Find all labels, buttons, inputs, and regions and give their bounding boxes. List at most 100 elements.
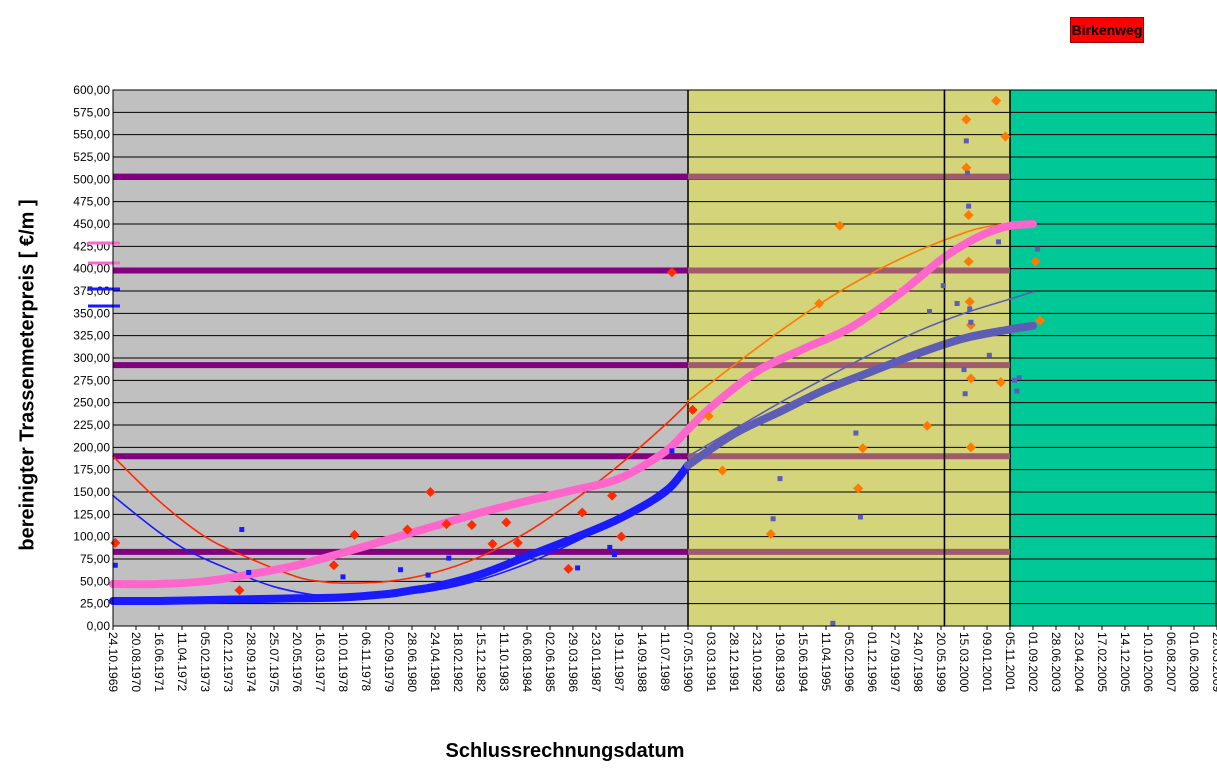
y-tick-12: 300,00 (73, 351, 110, 365)
series-line-10 (684, 321, 1037, 470)
point-s3-0 (770, 516, 776, 522)
x-tick-13: 28.06.1980 (405, 632, 419, 692)
y-tick-0: 0,00 (87, 619, 111, 633)
series-lines (109, 89, 1037, 627)
point-s1-15 (965, 442, 976, 453)
x-tick-31: 11.04.1995 (819, 632, 833, 691)
point-s3-2 (830, 620, 836, 626)
point-s1-16 (991, 95, 1002, 106)
point-s2-8 (575, 565, 581, 571)
x-tick-3: 11.04.1972 (175, 632, 189, 691)
plot-frame (112, 89, 1217, 627)
series-points (110, 95, 1045, 626)
point-s3-4 (858, 514, 863, 520)
x-tick-32: 05.02.1996 (842, 632, 856, 692)
point-s1-3 (814, 298, 825, 309)
point-s0-5 (425, 487, 436, 497)
x-tick-48: 28.03.2009 (1210, 632, 1217, 692)
point-s3-1 (777, 476, 783, 482)
y-tick-14: 350,00 (73, 306, 110, 320)
y-tick-1: 25,00 (80, 597, 110, 611)
point-s2-5 (425, 572, 431, 578)
y-axis-label: bereinigter Trassenmeterpreis [ €/m ] (16, 199, 39, 551)
point-s3-20 (1035, 246, 1041, 252)
point-s2-2 (246, 569, 252, 575)
x-tick-11: 06.11.1978 (359, 632, 373, 691)
point-s0-9 (501, 517, 512, 528)
point-s1-1 (717, 465, 728, 476)
y-tick-11: 275,00 (73, 373, 110, 387)
x-tick-16: 15.12.1982 (474, 632, 488, 692)
x-tick-28: 23.10.1992 (750, 632, 764, 692)
x-tick-45: 10.10.2006 (1141, 632, 1155, 692)
point-s3-16 (996, 239, 1001, 245)
point-s3-3 (853, 430, 859, 436)
x-tick-8: 20.05.1976 (290, 632, 304, 692)
x-tick-41: 28.06.2003 (1049, 632, 1063, 692)
y-tick-10: 250,00 (73, 396, 110, 410)
x-tick-1: 20.08.1970 (129, 632, 143, 692)
point-s2-4 (398, 567, 403, 573)
point-s0-11 (563, 563, 574, 574)
point-s3-17 (1012, 377, 1018, 383)
x-tick-21: 23.01.1987 (589, 632, 603, 692)
y-tick-6: 150,00 (73, 485, 110, 499)
x-tick-24: 11.07.1989 (658, 632, 672, 691)
point-s3-6 (940, 283, 946, 289)
point-s1-5 (853, 483, 864, 494)
x-tick-43: 17.02.2005 (1095, 632, 1109, 692)
point-s3-13 (967, 306, 973, 312)
series-line-7 (687, 291, 1034, 458)
x-tick-labels: 24.10.1969 20.08.1970 16.06.1971 11.04.1972… (106, 626, 1217, 692)
point-s0-15 (666, 267, 677, 278)
point-s1-8 (961, 114, 972, 125)
x-tick-46: 06.08.2007 (1164, 632, 1178, 692)
x-tick-6: 28.09.1974 (244, 632, 258, 692)
point-s0-16 (687, 404, 698, 415)
point-s1-10 (963, 210, 974, 221)
point-s2-0 (112, 562, 118, 568)
x-tick-20: 29.03.1986 (566, 632, 580, 692)
x-tick-33: 01.12.1996 (865, 632, 879, 692)
y-tick-19: 475,00 (73, 195, 110, 209)
x-tick-18: 06.08.1984 (520, 632, 534, 692)
x-tick-9: 16.03.1977 (313, 632, 327, 692)
y-tick-7: 175,00 (73, 463, 110, 477)
point-s0-14 (616, 531, 627, 542)
y-tick-22: 550,00 (73, 128, 110, 142)
x-tick-29: 19.08.1993 (773, 632, 787, 692)
point-s0-8 (487, 538, 498, 549)
x-tick-34: 27.09.1997 (888, 632, 902, 692)
point-s3-9 (962, 391, 968, 397)
x-tick-14: 24.04.1981 (428, 632, 442, 692)
y-tick-2: 50,00 (80, 574, 110, 588)
point-s2-10 (611, 552, 617, 558)
point-s1-6 (857, 443, 868, 454)
y-tick-24: 600,00 (73, 83, 110, 97)
x-tick-5: 02.12.1973 (221, 632, 235, 692)
y-tick-15: 375,00 (73, 284, 110, 298)
x-tick-19: 02.06.1985 (543, 632, 557, 692)
point-s2-3 (340, 574, 346, 580)
point-s1-12 (964, 296, 975, 307)
point-s0-6 (441, 519, 452, 530)
point-s1-0 (703, 411, 714, 422)
point-s1-18 (1000, 131, 1011, 142)
point-s1-14 (965, 373, 976, 384)
x-tick-15: 18.02.1982 (451, 632, 465, 692)
point-s1-2 (765, 528, 776, 539)
point-s0-10 (512, 537, 523, 548)
x-tick-12: 02.09.1979 (382, 632, 396, 692)
point-s1-9 (961, 162, 972, 173)
x-tick-23: 14.09.1988 (635, 632, 649, 692)
x-tick-40: 01.09.2002 (1026, 632, 1040, 692)
x-tick-38: 09.01.2001 (980, 632, 994, 692)
y-tick-9: 225,00 (73, 418, 110, 432)
point-s1-11 (963, 256, 974, 267)
point-s3-8 (961, 367, 967, 373)
y-tick-13: 325,00 (73, 329, 110, 343)
point-s3-12 (966, 203, 972, 209)
point-s1-20 (1034, 315, 1045, 326)
x-tick-42: 23.04.2004 (1072, 632, 1086, 692)
